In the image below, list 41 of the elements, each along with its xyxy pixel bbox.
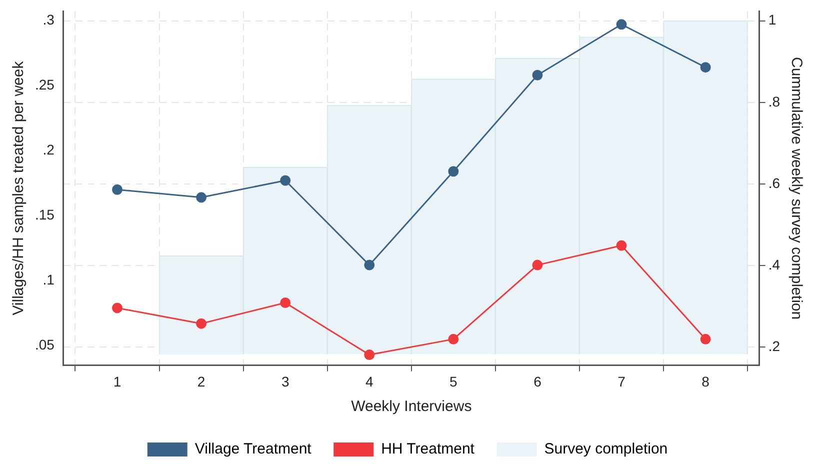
point <box>112 184 122 195</box>
x-tick-label: 1 <box>113 373 122 390</box>
y-tick-label: .25 <box>34 76 55 92</box>
x-tick-label: 6 <box>534 373 542 390</box>
point <box>280 175 291 186</box>
y-tick-label: .15 <box>34 206 55 222</box>
point <box>700 62 711 73</box>
y-tick-label: .3 <box>42 11 55 28</box>
y-tick-label: .05 <box>34 336 55 353</box>
legend-label: Village Treatment <box>194 440 312 458</box>
point <box>364 260 375 270</box>
y-tick-label: .2 <box>42 141 55 158</box>
y2-tick-label: .2 <box>768 338 780 354</box>
y2-tick-label: 1 <box>768 12 776 28</box>
point <box>364 350 375 360</box>
point <box>616 19 627 30</box>
point <box>448 166 459 177</box>
point <box>196 318 207 329</box>
point <box>532 260 543 270</box>
x-tick-label: 7 <box>618 373 626 390</box>
y-tick-label: .1 <box>42 272 55 288</box>
x-axis-title: Weekly Interviews <box>351 398 472 416</box>
point <box>532 70 543 80</box>
point <box>112 302 122 314</box>
x-tick-label: 8 <box>702 373 710 390</box>
point <box>700 334 711 344</box>
point <box>616 240 627 251</box>
x-tick-label: 5 <box>450 373 458 390</box>
point <box>196 192 207 203</box>
x-tick-label: 2 <box>197 373 206 390</box>
point <box>448 334 459 344</box>
x-tick-label: 4 <box>365 373 374 390</box>
y-axis-title: Villages/HH samples treated per week <box>10 60 28 316</box>
y2-tick-label: .6 <box>768 174 780 191</box>
y2-tick-label: .8 <box>768 93 780 110</box>
point <box>280 298 291 308</box>
legend-label: HH Treatment <box>381 440 476 458</box>
y2-tick-label: .4 <box>768 256 780 272</box>
legend-label: Survey completion <box>544 440 668 458</box>
x-tick-label: 3 <box>281 373 290 390</box>
y2-axis-title: Cummulative weekly survey completion <box>788 56 805 320</box>
